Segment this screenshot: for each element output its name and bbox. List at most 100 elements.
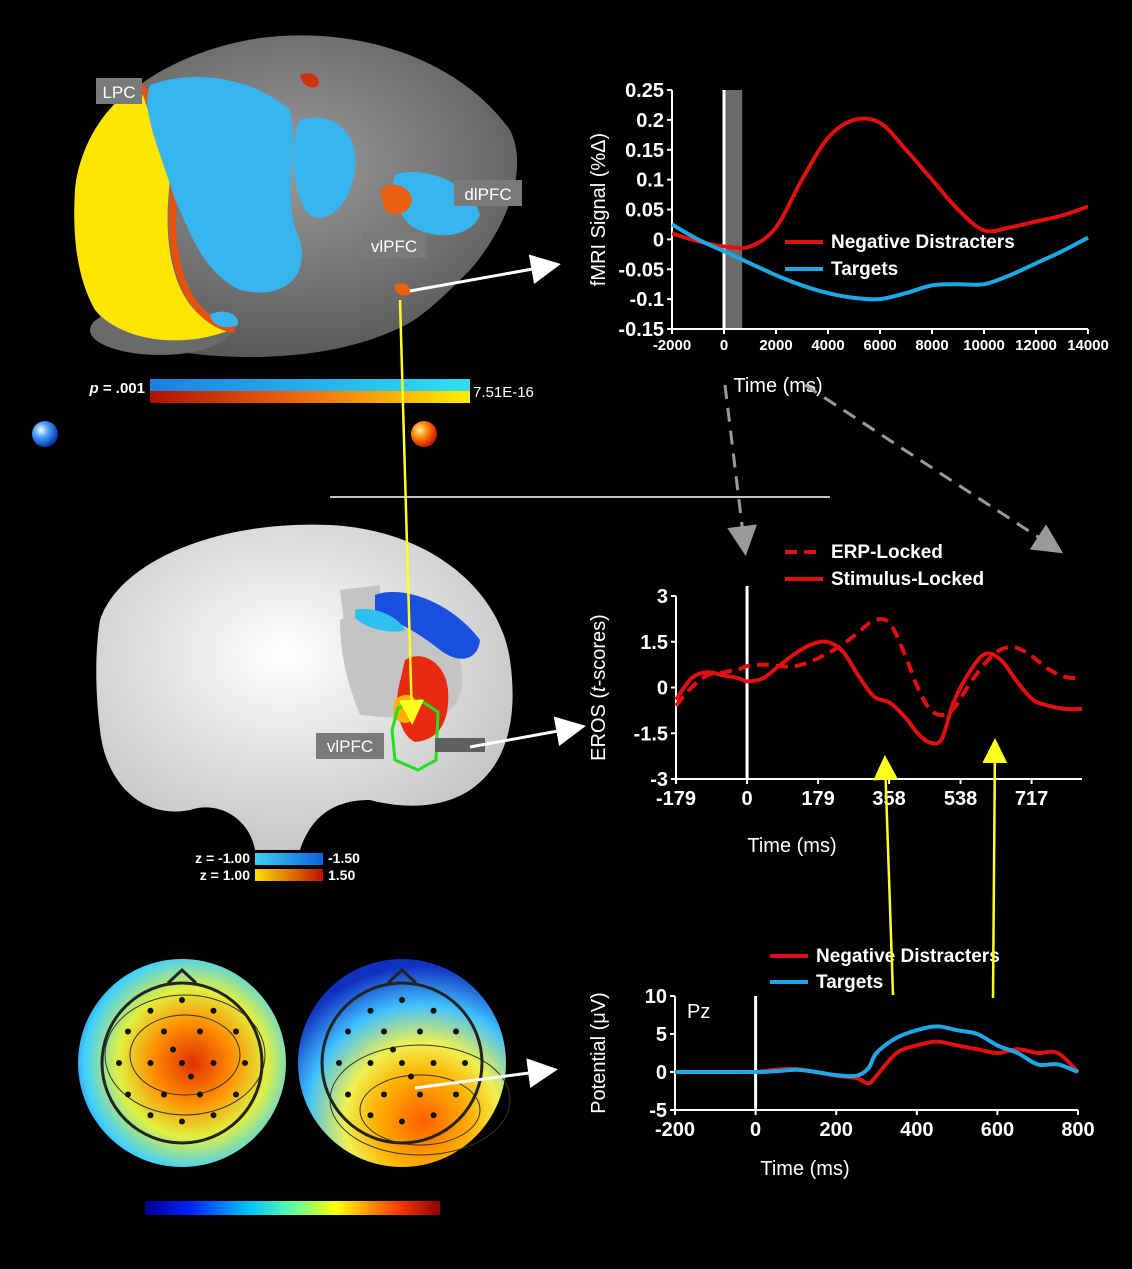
colorbar-c-label: Potential (μV) bbox=[225, 1225, 359, 1250]
electrode-dot bbox=[417, 1091, 423, 1098]
x-tick-label: 8000 bbox=[915, 337, 948, 354]
y-tick-label: 0.1 bbox=[636, 170, 664, 192]
electrode-dot bbox=[367, 1060, 374, 1066]
colorbar-b-pos-high: 1.50 bbox=[328, 867, 355, 883]
series-line-1 bbox=[670, 222, 1089, 302]
arrow-brain-b-to-eros bbox=[469, 716, 586, 749]
y-tick-label: 0 bbox=[653, 229, 664, 251]
x-tick-label: -2000 bbox=[653, 337, 691, 354]
x-tick-label: 358 bbox=[872, 788, 905, 810]
y-tick-label: -0.1 bbox=[630, 289, 664, 311]
electrode-dot bbox=[147, 1060, 154, 1066]
electrode-dot bbox=[179, 1118, 185, 1125]
y-tick-label: -0.15 bbox=[618, 319, 664, 341]
panel-label-a: (a) bbox=[30, 34, 62, 64]
legend-blue-ball bbox=[32, 421, 58, 447]
electrode-dot bbox=[381, 1091, 387, 1098]
y-tick-label: 1.5 bbox=[640, 632, 668, 654]
x-tick-label: 14000 bbox=[1067, 337, 1109, 354]
colorbar-c: -8 8 Potential (μV) bbox=[126, 1201, 455, 1250]
x-tick-label: 4000 bbox=[811, 337, 844, 354]
y-tick-label: 0 bbox=[657, 678, 668, 700]
series-line-1 bbox=[675, 1024, 1079, 1079]
colorbar-a-blue bbox=[150, 379, 470, 391]
electrode-dot bbox=[233, 1028, 239, 1035]
topo-b-title: Negative Distracters bbox=[310, 916, 494, 937]
x-tick-label: 0 bbox=[720, 337, 728, 354]
electrode-dot bbox=[170, 1046, 176, 1053]
region-label-vlpfc-a: vlPFC bbox=[362, 232, 426, 258]
stimulus-shade bbox=[724, 90, 743, 329]
electrode-dots bbox=[116, 997, 468, 1125]
brain-a-legend: Targets > Negative Distracters Negative … bbox=[32, 421, 716, 447]
x-tick-label: 12000 bbox=[1015, 337, 1057, 354]
colorbar-a-p-label: p = .001 bbox=[89, 380, 145, 397]
electrode-dot bbox=[367, 1112, 374, 1119]
electrode-dot bbox=[161, 1028, 167, 1035]
electrode-dot bbox=[210, 1007, 217, 1014]
electrode-dot bbox=[125, 1091, 131, 1098]
legend-blue-text: Targets > Negative Distracters bbox=[65, 426, 338, 447]
x-tick-label: 800 bbox=[1061, 1119, 1094, 1141]
colorbar-c-min: -8 bbox=[126, 1201, 139, 1217]
x-tick-label: 6000 bbox=[863, 337, 896, 354]
electrode-annotation: Pz bbox=[687, 1001, 710, 1023]
series-line-0 bbox=[674, 617, 1083, 718]
topo-a-title: Targets bbox=[148, 916, 215, 937]
region-label-lpc: LPC bbox=[96, 78, 142, 104]
electrode-dot bbox=[408, 1073, 414, 1080]
colorbar-a-red bbox=[150, 391, 470, 403]
colorbar-b-neg-low: z = -1.00 bbox=[195, 850, 250, 866]
x-tick-label: 2000 bbox=[759, 337, 792, 354]
electrode-dot bbox=[381, 1028, 387, 1035]
y-tick-label: 0.05 bbox=[625, 200, 664, 222]
electrode-dot bbox=[345, 1028, 351, 1035]
y-tick-label: -3 bbox=[650, 769, 668, 791]
electrode-dot bbox=[233, 1091, 239, 1098]
y-tick-label: 5 bbox=[656, 1024, 667, 1046]
electrode-dot bbox=[210, 1112, 217, 1119]
legend-label-0: Negative Distracters bbox=[831, 232, 1015, 253]
region-vlpfc-b-text: vlPFC bbox=[327, 737, 373, 756]
electrode-dot bbox=[197, 1091, 203, 1098]
arrow-topo-to-erp bbox=[414, 1058, 558, 1090]
electrode-dot bbox=[390, 1046, 396, 1053]
electrode-dot bbox=[345, 1091, 351, 1098]
colorbar-a: p = .001 7.51E-16 bbox=[89, 379, 534, 403]
panel-label-b: (b) bbox=[30, 514, 62, 544]
electrode-dot bbox=[399, 1118, 405, 1125]
electrode-dot bbox=[197, 1028, 203, 1035]
colorbar-c-max: 8 bbox=[447, 1201, 455, 1217]
region-lpc-text: LPC bbox=[102, 83, 135, 102]
fmri-chart: -0.15 -0.1 -0.05 0 0.05 0.1 0.15 0.2 0.25 -2000 0 2… bbox=[588, 80, 1109, 397]
electrode-dot bbox=[430, 1060, 437, 1066]
x-tick-label: 200 bbox=[820, 1119, 853, 1141]
y-tick-label: -0.05 bbox=[618, 259, 664, 281]
arrow-gray-1 bbox=[723, 384, 758, 556]
y-tick-label: 10 bbox=[645, 986, 667, 1008]
colorbar-b: z = -1.00 -1.50 z = 1.00 1.50 bbox=[195, 850, 360, 883]
arrow-yellow-358 bbox=[873, 755, 899, 996]
region-label-vlpfc-b: vlPFC bbox=[316, 733, 384, 759]
colorbar-c-jet bbox=[145, 1201, 440, 1215]
panel-label-c: (c) bbox=[30, 926, 60, 956]
series-line-1 bbox=[674, 639, 1083, 746]
x-tick-label: 10000 bbox=[963, 337, 1005, 354]
colorbar-b-pos bbox=[255, 869, 323, 881]
electrode-dot bbox=[399, 997, 405, 1003]
colorbar-b-neg bbox=[255, 853, 323, 865]
series-line-0 bbox=[671, 116, 1089, 251]
electrode-dot bbox=[125, 1028, 131, 1035]
x-tick-label: 0 bbox=[741, 788, 752, 810]
x-axis-label: Time (ms) bbox=[760, 1158, 849, 1180]
y-tick-label: 0.2 bbox=[636, 110, 664, 132]
topo-a-window: 250-500 ms bbox=[144, 941, 220, 957]
x-tick-label: -179 bbox=[656, 788, 696, 810]
legend-red-text: Negative Distracters > Targets bbox=[443, 426, 716, 447]
electrode-dot bbox=[210, 1060, 217, 1066]
legend-label-0: ERP-Locked bbox=[831, 542, 943, 563]
y-tick-label: 0.15 bbox=[625, 140, 664, 162]
x-tick-label: 717 bbox=[1015, 788, 1048, 810]
electrode-dot bbox=[430, 1112, 437, 1119]
colorbar-b-neg-high: -1.50 bbox=[328, 850, 360, 866]
